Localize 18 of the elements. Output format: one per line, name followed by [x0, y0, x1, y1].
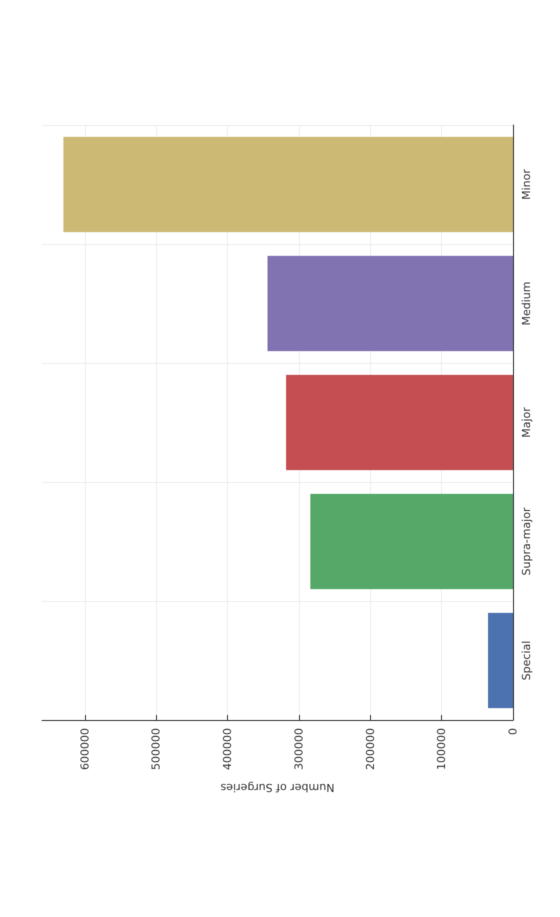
x-tick-label: 0: [506, 728, 520, 735]
x-tick-label: 100000: [435, 728, 448, 770]
x-tick-label: 500000: [150, 728, 163, 770]
x-tick-label: 400000: [221, 728, 234, 770]
bar: [63, 136, 513, 232]
x-axis-title: Number of Surgeries: [220, 781, 334, 794]
x-tick-label: 200000: [364, 728, 377, 770]
y-tick-label: Medium: [520, 282, 533, 326]
x-tick-label: 600000: [78, 728, 92, 770]
y-tick-label: Special: [520, 640, 533, 680]
bar: [310, 494, 513, 590]
bar: [268, 256, 513, 352]
y-tick-label: Supra-major: [520, 507, 533, 576]
bar: [286, 374, 513, 470]
y-tick-label: Minor: [520, 168, 533, 200]
bar: [488, 612, 513, 708]
x-tick-label: 300000: [292, 728, 306, 770]
y-tick-label: Major: [520, 406, 533, 438]
